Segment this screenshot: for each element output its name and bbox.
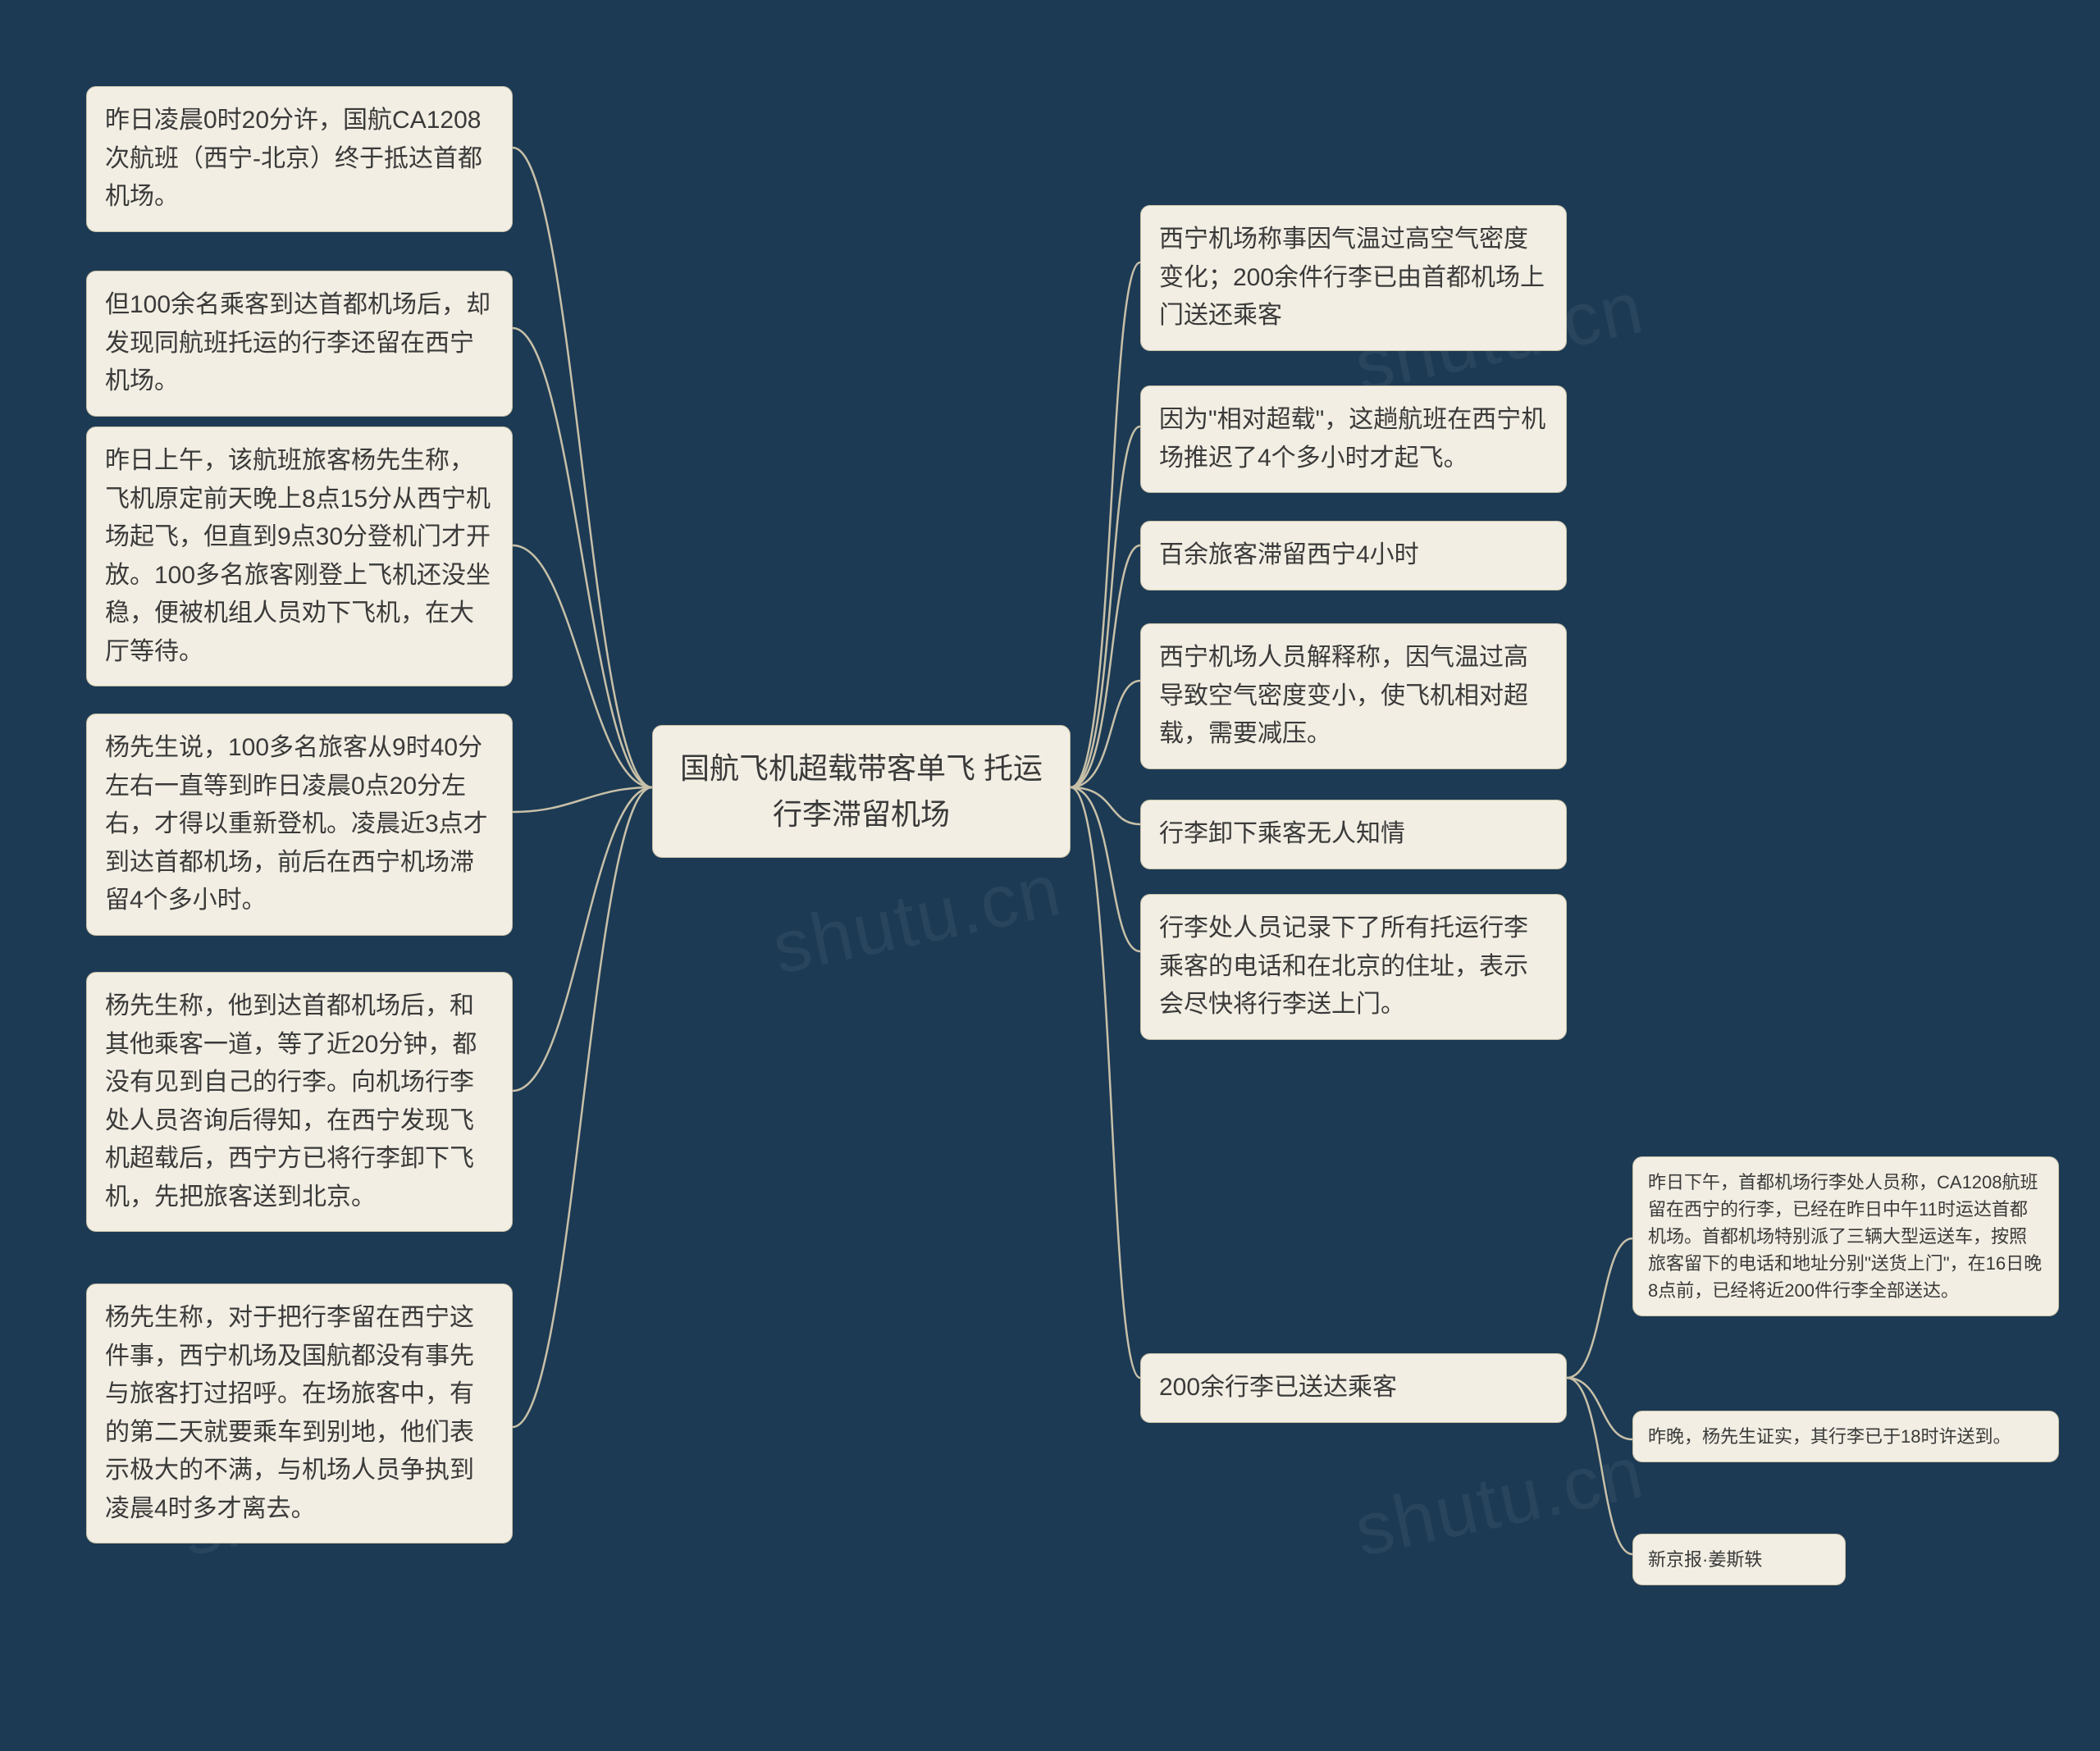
- right-node-5: 行李处人员记录下了所有托运行李乘客的电话和在北京的住址，表示会尽快将行李送上门。: [1140, 894, 1567, 1040]
- right-node-6: 200余行李已送达乘客: [1140, 1353, 1567, 1423]
- left-node-0: 昨日凌晨0时20分许，国航CA1208次航班（西宁-北京）终于抵达首都机场。: [86, 86, 513, 232]
- left-node-2: 昨日上午，该航班旅客杨先生称，飞机原定前天晚上8点15分从西宁机场起飞，但直到9…: [86, 426, 513, 686]
- right-node-4: 行李卸下乘客无人知情: [1140, 800, 1567, 869]
- left-node-4: 杨先生称，他到达首都机场后，和其他乘客一道，等了近20分钟，都没有见到自己的行李…: [86, 972, 513, 1232]
- sub-node-0: 昨日下午，首都机场行李处人员称，CA1208航班留在西宁的行李，已经在昨日中午1…: [1632, 1156, 2059, 1316]
- center-node: 国航飞机超载带客单飞 托运行李滞留机场: [652, 725, 1071, 858]
- right-node-3: 西宁机场人员解释称，因气温过高导致空气密度变小，使飞机相对超载，需要减压。: [1140, 623, 1567, 769]
- sub-node-1: 昨晚，杨先生证实，其行李已于18时许送到。: [1632, 1411, 2059, 1462]
- left-node-5: 杨先生称，对于把行李留在西宁这件事，西宁机场及国航都没有事先与旅客打过招呼。在场…: [86, 1284, 513, 1544]
- watermark: shutu.cn: [765, 848, 1069, 992]
- left-node-1: 但100余名乘客到达首都机场后，却发现同航班托运的行李还留在西宁机场。: [86, 271, 513, 417]
- watermark: shutu.cn: [1348, 1430, 1651, 1574]
- sub-node-2: 新京报·姜斯轶: [1632, 1534, 1846, 1585]
- right-node-0: 西宁机场称事因气温过高空气密度变化；200余件行李已由首都机场上门送还乘客: [1140, 205, 1567, 351]
- right-node-2: 百余旅客滞留西宁4小时: [1140, 521, 1567, 591]
- left-node-3: 杨先生说，100多名旅客从9时40分左右一直等到昨日凌晨0点20分左右，才得以重…: [86, 714, 513, 936]
- right-node-1: 因为"相对超载"，这趟航班在西宁机场推迟了4个多小时才起飞。: [1140, 385, 1567, 493]
